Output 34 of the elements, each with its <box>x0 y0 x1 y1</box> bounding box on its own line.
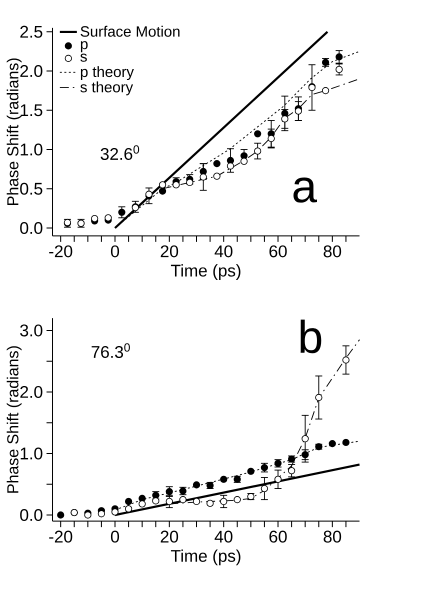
legend-label: p <box>80 41 88 52</box>
y-tick-label: 3.0 <box>20 324 42 336</box>
x-tick-label: -20 <box>49 530 72 543</box>
legend-label: p theory <box>80 66 134 80</box>
annotation: 76.3$^{0}$ <box>92 343 130 358</box>
x-tick-label: -20 <box>49 245 72 258</box>
x-tick-label: 0 <box>110 245 120 258</box>
x-tick-label: 0 <box>110 530 120 543</box>
y-tick-label: 1.0 <box>20 144 42 156</box>
x-tick-label: 20 <box>160 245 178 258</box>
x-axis-title: Time (ps) <box>170 549 240 566</box>
x-axis-title: Time (ps) <box>170 264 240 280</box>
y-tick-label: 0.0 <box>20 222 42 234</box>
y-tick-label: 1.0 <box>20 447 42 460</box>
y-tick-label: 2.0 <box>20 386 42 398</box>
x-tick-label: 40 <box>214 245 232 258</box>
annotation: 32.6$^{0}$ <box>100 145 140 160</box>
legend-label: s <box>80 54 87 62</box>
annotation: b <box>300 320 322 354</box>
y-tick-label: 0.5 <box>20 182 42 195</box>
x-tick-label: 60 <box>269 530 287 543</box>
x-tick-label: 80 <box>324 245 342 258</box>
y-tick-label: 2.5 <box>20 26 42 38</box>
legend-label: Surface Motion <box>80 26 180 37</box>
x-tick-label: 60 <box>269 245 287 258</box>
annotation: a <box>293 178 317 203</box>
x-tick-label: 80 <box>324 530 342 543</box>
y-axis-title: Phase Shift (radians) <box>6 346 22 493</box>
x-tick-label: 20 <box>160 530 178 543</box>
y-tick-label: 1.5 <box>20 104 42 116</box>
x-tick-label: 40 <box>214 530 232 543</box>
y-tick-label: 0.0 <box>20 509 42 521</box>
y-tick-label: 2.0 <box>20 65 42 78</box>
legend-label: s theory <box>80 81 134 96</box>
